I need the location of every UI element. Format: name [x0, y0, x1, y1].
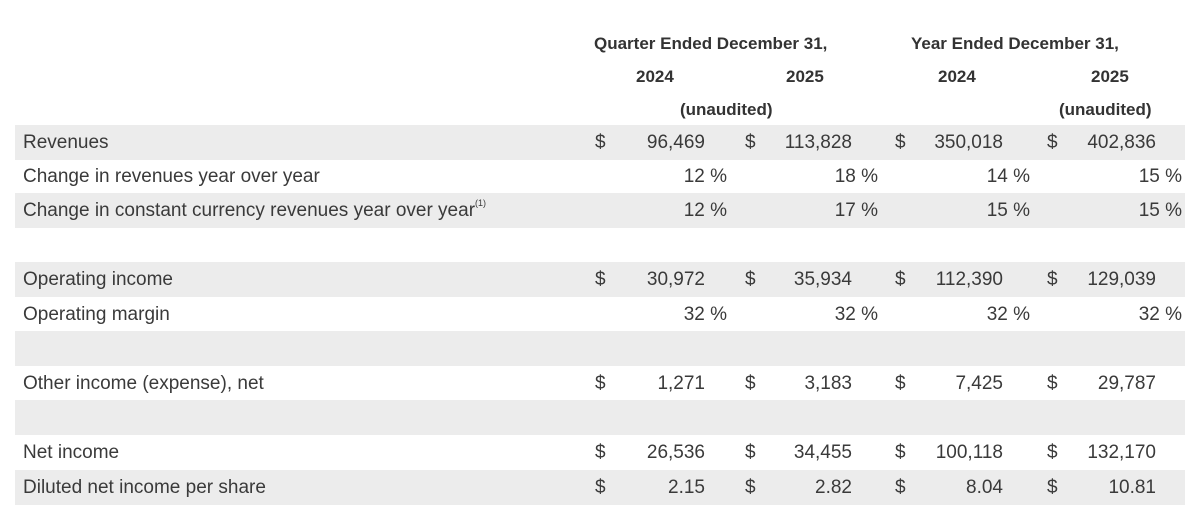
cell-value: 35,934: [793, 269, 852, 290]
table-row: Operating income $30,972 $35,934 $112,390 $1…: [15, 262, 1185, 297]
year-header-q-2024: 2024: [636, 67, 674, 86]
cell-value: 96,469: [646, 132, 705, 153]
cell-value: 8.04: [966, 477, 1003, 498]
currency-symbol: $: [595, 477, 606, 498]
cell-value: 34,455: [793, 442, 852, 463]
row-label: Change in revenues year over year: [23, 166, 320, 188]
cell-value: 12 %: [683, 166, 727, 187]
cell-value: 402,836: [1087, 132, 1156, 153]
table-row: Operating margin 32 % 32 % 32 % 32 %: [15, 297, 1185, 332]
cell-value: 129,039: [1087, 269, 1156, 290]
currency-symbol: $: [595, 132, 606, 153]
row-label-text: Revenues: [23, 132, 109, 153]
cell-value: 112,390: [935, 269, 1003, 290]
year-ended-header: Year Ended December 31,: [911, 34, 1119, 53]
cell-value: 3,183: [804, 373, 852, 394]
currency-symbol: $: [895, 477, 906, 498]
row-label-text: Diluted net income per share: [23, 477, 266, 498]
row-label-text: Other income (expense), net: [23, 373, 264, 394]
cell-value: 17 %: [834, 200, 878, 221]
row-label: Operating margin: [23, 304, 170, 326]
cell-value: 2.15: [668, 477, 705, 498]
currency-symbol: $: [1047, 269, 1058, 290]
row-label: Net income: [23, 442, 119, 464]
table-row: Change in constant currency revenues yea…: [15, 193, 1185, 228]
spacer-row: [15, 331, 1185, 366]
currency-symbol: $: [1047, 477, 1058, 498]
footnote-marker: (1): [475, 198, 487, 208]
unaudited-year-label: (unaudited): [1059, 100, 1152, 119]
cell-value: 2.82: [815, 477, 852, 498]
currency-symbol: $: [895, 442, 906, 463]
spacer-row: [15, 227, 1185, 262]
table-row: Diluted net income per share $2.15 $2.82 $8…: [15, 470, 1185, 505]
row-label: Revenues: [23, 132, 109, 154]
row-label-text: Operating margin: [23, 304, 170, 325]
currency-symbol: $: [895, 373, 906, 394]
table-row: Change in revenues year over year 12 % 18 …: [15, 159, 1185, 194]
cell-value: 10.81: [1108, 477, 1156, 498]
table-row: Other income (expense), net $1,271 $3,183 $…: [15, 366, 1185, 401]
cell-value: 15 %: [1138, 200, 1182, 221]
currency-symbol: $: [1047, 373, 1058, 394]
currency-symbol: $: [1047, 442, 1058, 463]
cell-value: 100,118: [935, 442, 1003, 463]
currency-symbol: $: [745, 132, 756, 153]
row-label-text: Change in constant currency revenues yea…: [23, 200, 476, 221]
row-label: Other income (expense), net: [23, 373, 264, 395]
cell-value: 32 %: [834, 304, 878, 325]
table-row: Revenues $96,469 $113,828 $350,018 $402,836: [15, 125, 1185, 160]
cell-value: 12 %: [683, 200, 727, 221]
cell-value: 132,170: [1087, 442, 1156, 463]
spacer-row: [15, 400, 1185, 435]
currency-symbol: $: [1047, 132, 1058, 153]
row-label-text: Change in revenues year over year: [23, 166, 320, 187]
quarter-ended-header: Quarter Ended December 31,: [594, 34, 828, 53]
cell-value: 26,536: [646, 442, 705, 463]
cell-value: 32 %: [1138, 304, 1182, 325]
cell-value: 15 %: [1138, 166, 1182, 187]
cell-value: 29,787: [1097, 373, 1156, 394]
currency-symbol: $: [745, 442, 756, 463]
year-header-y-2025: 2025: [1091, 67, 1129, 86]
cell-value: 14 %: [986, 166, 1030, 187]
row-label: Operating income: [23, 269, 173, 291]
cell-value: 18 %: [834, 166, 878, 187]
currency-symbol: $: [745, 477, 756, 498]
cell-value: 15 %: [986, 200, 1030, 221]
unaudited-quarter-label: (unaudited): [680, 100, 773, 119]
row-label: Change in constant currency revenues yea…: [23, 198, 487, 222]
currency-symbol: $: [895, 269, 906, 290]
currency-symbol: $: [745, 269, 756, 290]
cell-value: 7,425: [955, 373, 1003, 394]
row-label-text: Operating income: [23, 269, 173, 290]
cell-value: 113,828: [784, 132, 852, 153]
cell-value: 32 %: [683, 304, 727, 325]
row-label-text: Net income: [23, 442, 120, 463]
currency-symbol: $: [895, 132, 906, 153]
currency-symbol: $: [595, 373, 606, 394]
table-row: Net income $26,536 $34,455 $100,118 $132,170: [15, 435, 1185, 470]
row-label: Diluted net income per share: [23, 477, 266, 499]
year-header-q-2025: 2025: [786, 67, 824, 86]
cell-value: 30,972: [646, 269, 705, 290]
currency-symbol: $: [595, 442, 606, 463]
cell-value: 32 %: [986, 304, 1030, 325]
year-header-y-2024: 2024: [938, 67, 976, 86]
cell-value: 1,271: [657, 373, 705, 394]
currency-symbol: $: [745, 373, 756, 394]
currency-symbol: $: [595, 269, 606, 290]
cell-value: 350,018: [934, 132, 1003, 153]
